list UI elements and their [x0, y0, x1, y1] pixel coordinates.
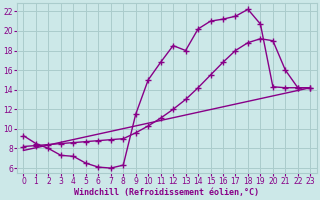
X-axis label: Windchill (Refroidissement éolien,°C): Windchill (Refroidissement éolien,°C) — [74, 188, 260, 197]
